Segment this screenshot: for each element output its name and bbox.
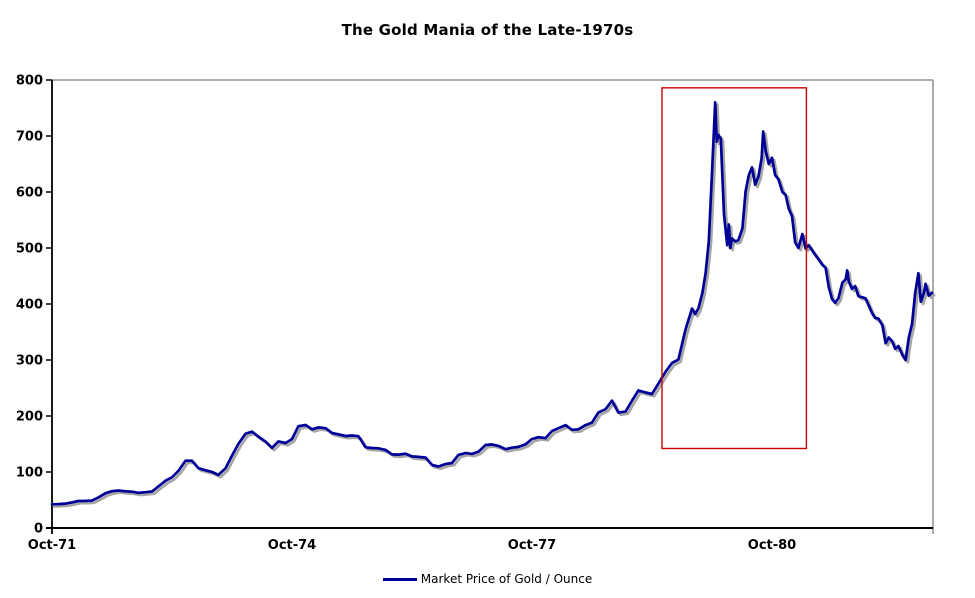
y-axis-tick-label: 800 <box>16 74 43 89</box>
y-axis-tick-label: 500 <box>16 242 43 257</box>
y-axis-tick-label: 300 <box>16 354 43 369</box>
x-axis-tick-label: Oct-74 <box>268 538 316 553</box>
y-axis-tick-label: 0 <box>34 522 43 537</box>
x-axis-tick-label: Oct-77 <box>508 538 556 553</box>
gold-mania-highlight-rect <box>661 87 808 450</box>
gold-price-line <box>50 101 934 506</box>
gold-price-line-shadow <box>52 103 936 508</box>
legend-series-label: Market Price of Gold / Ounce <box>420 572 593 586</box>
chart-title: The Gold Mania of the Late-1970s <box>341 21 634 39</box>
y-axis-tick-label: 600 <box>16 186 43 201</box>
x-axis-tick-label: Oct-71 <box>28 538 76 553</box>
chart-legend: Market Price of Gold / Ounce <box>0 572 975 586</box>
y-axis-tick-label: 700 <box>16 130 43 145</box>
y-axis-tick-label: 100 <box>16 466 43 481</box>
legend-line-swatch <box>382 577 417 581</box>
y-axis-tick-label: 400 <box>16 298 43 313</box>
y-axis-tick-label: 200 <box>16 410 43 425</box>
x-axis-tick-label: Oct-80 <box>748 538 796 553</box>
